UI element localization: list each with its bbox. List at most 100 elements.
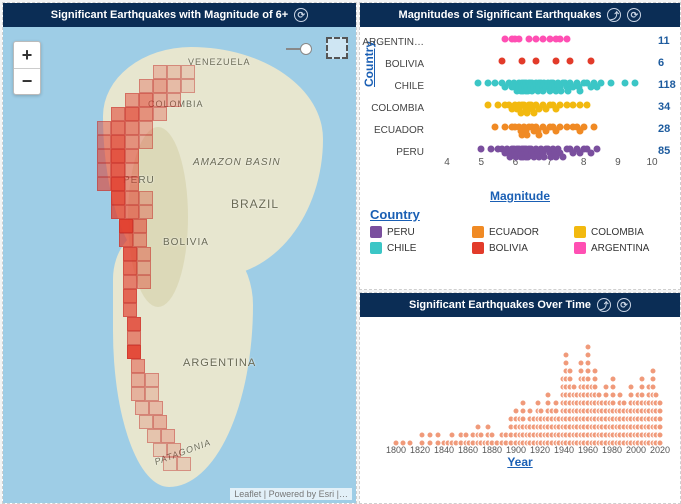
heatmap-cell[interactable] xyxy=(119,219,133,233)
timeline-point[interactable] xyxy=(621,400,628,407)
heatmap-cell[interactable] xyxy=(167,65,181,79)
heatmap-cell[interactable] xyxy=(139,205,153,219)
data-point[interactable] xyxy=(519,58,526,65)
timeline-point[interactable] xyxy=(610,376,617,383)
timeline-point[interactable] xyxy=(552,400,559,407)
timeline-point[interactable] xyxy=(485,424,492,431)
heatmap-cell[interactable] xyxy=(111,191,125,205)
heatmap-cell[interactable] xyxy=(137,261,151,275)
timeline-point[interactable] xyxy=(577,368,584,375)
heatmap-cell[interactable] xyxy=(111,107,125,121)
timeline-point[interactable] xyxy=(657,408,664,415)
timeline-point[interactable] xyxy=(512,408,519,415)
heatmap-cell[interactable] xyxy=(153,65,167,79)
heatmap-cell[interactable] xyxy=(127,345,141,359)
zoom-in-button[interactable]: + xyxy=(14,42,40,68)
data-point[interactable] xyxy=(563,36,570,43)
heatmap-cell[interactable] xyxy=(111,135,125,149)
zoom-out-button[interactable]: − xyxy=(14,68,40,94)
timeline-point[interactable] xyxy=(538,408,545,415)
timeline-point[interactable] xyxy=(520,400,527,407)
timeline-point[interactable] xyxy=(649,376,656,383)
timeline-point[interactable] xyxy=(489,432,496,439)
data-point[interactable] xyxy=(485,102,492,109)
heatmap-cell[interactable] xyxy=(123,261,137,275)
heatmap-cell[interactable] xyxy=(181,79,195,93)
timeline-point[interactable] xyxy=(474,424,481,431)
timeline-point[interactable] xyxy=(534,400,541,407)
slider-knob[interactable] xyxy=(300,43,312,55)
timeline-point[interactable] xyxy=(527,408,534,415)
timeline-point[interactable] xyxy=(592,368,599,375)
heatmap-cell[interactable] xyxy=(125,135,139,149)
heatmap-cell[interactable] xyxy=(149,401,163,415)
heatmap-cell[interactable] xyxy=(147,429,161,443)
timeline-point[interactable] xyxy=(545,400,552,407)
legend-item[interactable]: ARGENTINA xyxy=(574,242,670,254)
timeline-point[interactable] xyxy=(592,384,599,391)
heatmap-cell[interactable] xyxy=(97,149,111,163)
legend-item[interactable]: BOLIVIA xyxy=(472,242,568,254)
heatmap-cell[interactable] xyxy=(153,79,167,93)
timeline-point[interactable] xyxy=(545,392,552,399)
heatmap-cell[interactable] xyxy=(145,387,159,401)
timeline-point[interactable] xyxy=(649,384,656,391)
timeline-point[interactable] xyxy=(567,376,574,383)
data-point[interactable] xyxy=(567,58,574,65)
data-point[interactable] xyxy=(532,58,539,65)
timeline-point[interactable] xyxy=(657,416,664,423)
heatmap-cell[interactable] xyxy=(111,205,125,219)
legend-item[interactable]: CHILE xyxy=(370,242,466,254)
heatmap-cell[interactable] xyxy=(139,93,153,107)
timeline-point[interactable] xyxy=(638,384,645,391)
heatmap-cell[interactable] xyxy=(135,401,149,415)
heatmap-cell[interactable] xyxy=(125,205,139,219)
opacity-slider[interactable] xyxy=(292,43,318,55)
heatmap-cell[interactable] xyxy=(97,163,111,177)
timeline-point[interactable] xyxy=(638,392,645,399)
data-point[interactable] xyxy=(474,80,481,87)
heatmap-cell[interactable] xyxy=(125,163,139,177)
heatmap-cell[interactable] xyxy=(125,191,139,205)
heatmap-cell[interactable] xyxy=(97,135,111,149)
heatmap-cell[interactable] xyxy=(97,121,111,135)
data-point[interactable] xyxy=(491,124,498,131)
timeline-point[interactable] xyxy=(435,432,442,439)
timeline-point[interactable] xyxy=(426,432,433,439)
heatmap-cell[interactable] xyxy=(167,79,181,93)
timeline-point[interactable] xyxy=(570,384,577,391)
box-select-button[interactable] xyxy=(326,37,348,59)
data-point[interactable] xyxy=(594,146,601,153)
magnitudes-chart[interactable]: Country 45678910 ARGENTIN…11BOLIVIA6CHIL… xyxy=(360,27,680,187)
heatmap-cell[interactable] xyxy=(153,93,167,107)
data-point[interactable] xyxy=(587,58,594,65)
heatmap-cell[interactable] xyxy=(127,317,141,331)
heatmap-cell[interactable] xyxy=(167,443,181,457)
timeline-point[interactable] xyxy=(577,360,584,367)
heatmap-cell[interactable] xyxy=(181,65,195,79)
heatmap-cell[interactable] xyxy=(127,331,141,345)
data-point[interactable] xyxy=(553,58,560,65)
timeline-point[interactable] xyxy=(585,360,592,367)
heatmap-cell[interactable] xyxy=(139,415,153,429)
timeline-point[interactable] xyxy=(552,408,559,415)
data-point[interactable] xyxy=(515,36,522,43)
timeline-point[interactable] xyxy=(603,392,610,399)
heatmap-cell[interactable] xyxy=(123,247,137,261)
data-point[interactable] xyxy=(560,154,567,161)
data-point[interactable] xyxy=(621,80,628,87)
heatmap-cell[interactable] xyxy=(97,177,111,191)
timeline-point[interactable] xyxy=(567,368,574,375)
heatmap-cell[interactable] xyxy=(111,121,125,135)
legend-item[interactable]: ECUADOR xyxy=(472,226,568,238)
heatmap-cell[interactable] xyxy=(137,247,151,261)
heatmap-cell[interactable] xyxy=(139,121,153,135)
heatmap-cell[interactable] xyxy=(125,107,139,121)
data-point[interactable] xyxy=(580,124,587,131)
legend-item[interactable]: PERU xyxy=(370,226,466,238)
jump-icon[interactable]: ⤴ xyxy=(597,298,611,312)
timeline-point[interactable] xyxy=(462,432,469,439)
timeline-point[interactable] xyxy=(520,416,527,423)
legend-item[interactable]: COLOMBIA xyxy=(574,226,670,238)
heatmap-cell[interactable] xyxy=(123,303,137,317)
